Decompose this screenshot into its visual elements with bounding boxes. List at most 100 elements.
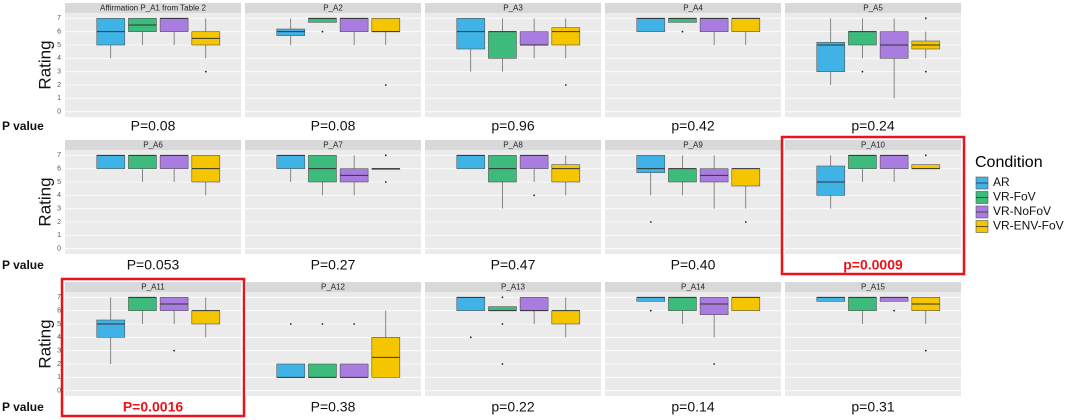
box (456, 297, 486, 311)
box (519, 155, 549, 169)
panel-title: P_A14 (681, 283, 706, 292)
box (636, 18, 666, 32)
p-value-label: P value (2, 258, 44, 272)
outlier (353, 323, 356, 325)
box (816, 42, 846, 72)
panel-title: P_A10 (861, 141, 886, 150)
box (128, 297, 157, 311)
strip (785, 3, 961, 13)
outlier (564, 84, 567, 86)
box (848, 155, 877, 169)
outlier (204, 70, 207, 73)
p-value: P=0.08 (311, 118, 356, 134)
strip (65, 140, 241, 150)
outlier (893, 309, 896, 312)
p-value: p=0.0009 (843, 257, 903, 273)
panel-title: P_A15 (861, 283, 886, 292)
y-tick-label: 0 (57, 246, 61, 253)
y-tick-label: 0 (57, 109, 61, 116)
box (488, 306, 517, 311)
p-value: P=0.40 (671, 257, 716, 273)
y-tick-label: 1 (57, 232, 61, 239)
outlier (501, 363, 504, 365)
y-tick-label: 4 (57, 334, 61, 341)
y-tick-label: 2 (57, 219, 61, 226)
outlier (649, 221, 652, 223)
box (668, 297, 697, 311)
box (636, 297, 666, 302)
p-value: P=0.27 (311, 257, 356, 273)
y-tick-label: 7 (57, 15, 61, 22)
y-tick-label: 1 (57, 95, 61, 102)
panel-title: P_A12 (321, 283, 346, 292)
strip (425, 140, 601, 150)
outlier (501, 323, 504, 325)
highlight-box (780, 135, 966, 276)
plot-bg (605, 150, 781, 254)
p-value-label: P value (2, 400, 44, 414)
strip (65, 3, 241, 13)
box (339, 363, 369, 378)
box (128, 155, 157, 169)
y-tick-label: 6 (57, 308, 61, 315)
box (159, 155, 189, 169)
outlier (289, 323, 292, 325)
p-value-label: P value (2, 119, 44, 133)
y-axis-label: Rating (35, 177, 54, 226)
y-tick-label: 5 (57, 42, 61, 49)
box (308, 363, 337, 378)
plot-bg (785, 13, 961, 117)
strip (245, 140, 421, 150)
legend-label: AR (993, 175, 1010, 189)
y-tick-label: 5 (57, 179, 61, 186)
outlier (501, 296, 504, 299)
box (519, 297, 549, 311)
legend-label: VR-ENV-FoV (993, 219, 1064, 233)
y-tick-label: 1 (57, 374, 61, 381)
box (731, 18, 761, 32)
y-tick-label: 0 (57, 388, 61, 395)
panel-title: P_A4 (683, 4, 703, 13)
strip (605, 3, 781, 13)
box (519, 31, 549, 46)
box (191, 310, 221, 325)
box (731, 168, 761, 187)
box (339, 18, 369, 32)
p-value: p=0.14 (671, 399, 714, 415)
panel-title: P_A5 (863, 4, 883, 13)
y-tick-label: 6 (57, 166, 61, 173)
legend-label: VR-NoFoV (993, 204, 1051, 218)
y-tick-label: 2 (57, 361, 61, 368)
box (731, 297, 761, 311)
outlier (384, 84, 387, 86)
outlier (924, 349, 927, 352)
p-value: P=0.0016 (123, 399, 184, 415)
box (96, 155, 126, 169)
p-value: p=0.31 (851, 399, 894, 415)
box (276, 155, 306, 169)
box (308, 18, 337, 23)
box (848, 31, 877, 46)
strip (245, 3, 421, 13)
y-tick-label: 5 (57, 321, 61, 328)
box (276, 363, 306, 378)
strip (605, 140, 781, 150)
legend-title: Condition (975, 154, 1043, 171)
box (816, 297, 846, 302)
strip (425, 3, 601, 13)
outlier (533, 194, 536, 197)
outlier (321, 30, 324, 33)
panel-title: P_A7 (323, 141, 343, 150)
panel-title: P_A8 (503, 141, 523, 150)
box (96, 319, 126, 338)
outlier (924, 70, 927, 73)
box (911, 164, 941, 169)
y-tick-label: 6 (57, 29, 61, 36)
strip (785, 140, 961, 150)
p-value: p=0.22 (491, 399, 534, 415)
box (488, 31, 517, 59)
panel-title: P_A3 (503, 4, 523, 13)
strip (425, 282, 601, 292)
strip (245, 282, 421, 292)
panel-title: P_A11 (141, 283, 165, 292)
